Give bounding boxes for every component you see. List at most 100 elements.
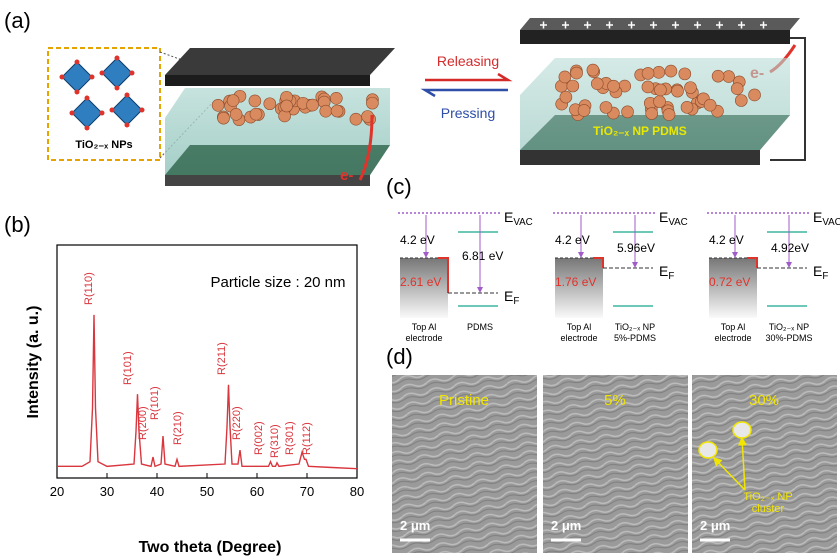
crystal-cells xyxy=(59,55,145,131)
nanoparticle xyxy=(577,104,591,117)
sem-caption: Pristine xyxy=(439,392,489,409)
symbol: E xyxy=(504,209,513,225)
nanoparticle xyxy=(590,77,604,90)
nanoparticle xyxy=(607,79,620,93)
plus-sign xyxy=(672,21,679,29)
charges xyxy=(540,21,767,29)
nanoparticle xyxy=(570,66,583,80)
peak-label: R(200) xyxy=(137,406,149,440)
metal-electrode xyxy=(555,258,603,318)
plus-sign xyxy=(650,21,657,29)
nanoparticle xyxy=(641,80,655,94)
bottom-electrode-edge xyxy=(520,150,760,165)
nanoparticle xyxy=(349,112,363,126)
atom xyxy=(74,89,80,95)
peak-label: R(220) xyxy=(231,406,243,440)
nanoparticle xyxy=(248,94,262,108)
plus-sign xyxy=(606,21,613,29)
nanoparticle xyxy=(711,69,725,83)
plus-sign xyxy=(540,21,547,29)
nanoparticle xyxy=(645,107,658,120)
x-tick-label: 30 xyxy=(100,484,114,499)
sem-image xyxy=(543,375,688,553)
nanoparticle xyxy=(684,81,697,94)
subscript: F xyxy=(822,271,828,282)
nanoparticle xyxy=(319,104,333,118)
atom xyxy=(109,107,115,113)
peak-label: R(310) xyxy=(269,424,281,458)
electron-label: e- xyxy=(340,167,353,184)
cluster-note: TiO₂₋ₓ NP xyxy=(743,491,792,503)
nanoparticle xyxy=(730,82,744,96)
x-tick-label: 20 xyxy=(50,484,64,499)
gap-value: 6.81 eV xyxy=(462,249,503,263)
barrier-height: 1.76 eV xyxy=(555,275,596,289)
metal-electrode xyxy=(709,258,757,318)
pointer-arrow xyxy=(712,456,746,491)
plus-sign xyxy=(562,21,569,29)
panel-a: (a) TiO₂₋ₓ NPs e- Releasing Pressing e- … xyxy=(4,8,806,186)
panel-label: (c) xyxy=(386,174,412,199)
annotation: Particle size : 20 nm xyxy=(210,274,345,291)
energy-level-label: EF xyxy=(659,263,674,282)
atom xyxy=(124,92,130,98)
nanoparticle xyxy=(330,104,344,118)
plus-sign xyxy=(584,21,591,29)
subscript: VAC xyxy=(668,217,687,228)
nanoparticles xyxy=(555,63,761,121)
nanoparticle xyxy=(280,99,293,113)
nanoparticle xyxy=(566,79,580,93)
symbol: E xyxy=(813,209,822,225)
nanoparticle xyxy=(652,66,666,79)
material-label: 5%-PDMS xyxy=(614,333,656,343)
electrode-label: Top Al xyxy=(412,322,437,332)
panel-label: (b) xyxy=(4,212,31,237)
arrow-label: Pressing xyxy=(441,105,495,121)
plus-sign xyxy=(628,21,635,29)
work-function: 4.2 eV xyxy=(709,233,744,247)
barrier-step xyxy=(747,257,758,268)
nanoparticle xyxy=(662,108,676,121)
peak-label: R(112) xyxy=(301,422,313,455)
barrier-step xyxy=(593,257,604,268)
peak-label: R(110) xyxy=(83,272,95,305)
sem-caption: 30% xyxy=(749,392,779,409)
release-arrow xyxy=(425,72,513,82)
bottom-electrode-edge xyxy=(165,175,370,186)
nanoparticle xyxy=(671,84,684,98)
nanoparticle xyxy=(678,67,692,81)
wire xyxy=(770,37,806,161)
energy-level-label: EF xyxy=(813,263,828,282)
electrode-label: electrode xyxy=(714,333,751,343)
panel-d: (d) Pristine 2 μm 5% 2 μm 30% 2 μm TiO₂₋ₓ NPcl… xyxy=(386,344,837,553)
atom xyxy=(99,110,105,116)
peak-label: R(101) xyxy=(122,351,134,385)
x-tick-label: 40 xyxy=(150,484,164,499)
x-tick-label: 50 xyxy=(200,484,214,499)
atom xyxy=(74,59,80,65)
top-electrode-edge xyxy=(165,75,370,86)
top-electrode xyxy=(520,30,790,44)
plus-sign xyxy=(760,21,767,29)
atom xyxy=(114,85,120,91)
x-tick-label: 60 xyxy=(250,484,264,499)
x-axis-title: Two theta (Degree) xyxy=(139,539,282,556)
symbol: E xyxy=(659,263,668,279)
scale-label: 2 μm xyxy=(551,518,581,533)
peak-label: R(101) xyxy=(149,386,161,420)
peak-label: R(002) xyxy=(253,421,265,455)
atom xyxy=(129,70,135,76)
subscript: F xyxy=(513,296,519,307)
atom xyxy=(139,107,145,113)
inset-box xyxy=(47,47,161,161)
barrier-height: 2.61 eV xyxy=(400,275,441,289)
nanoparticle xyxy=(748,88,761,102)
nanoparticle xyxy=(559,90,573,104)
layer-caption: TiO₂₋ₓ NP PDMS xyxy=(593,124,687,138)
atom xyxy=(99,70,105,76)
material-label: PDMS xyxy=(467,322,493,332)
scale-label: 2 μm xyxy=(400,518,430,533)
peak-label: R(211) xyxy=(216,342,228,375)
atom xyxy=(114,55,120,61)
